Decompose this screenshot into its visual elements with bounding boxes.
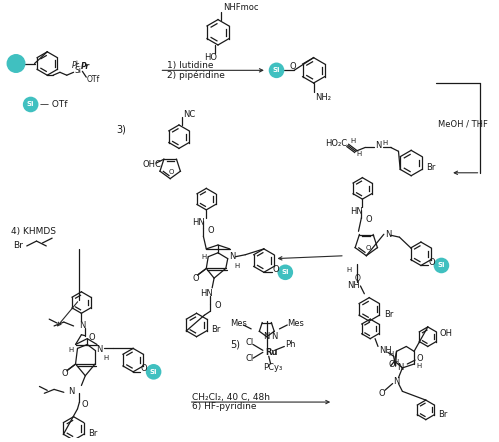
Text: 6) HF-pyridine: 6) HF-pyridine: [192, 403, 256, 412]
Text: O: O: [416, 354, 423, 362]
Text: O: O: [88, 333, 95, 342]
Text: H: H: [382, 140, 387, 145]
Text: Si: Si: [150, 369, 157, 375]
Text: HN: HN: [193, 218, 206, 227]
Text: PCy₃: PCy₃: [263, 363, 282, 373]
Text: Br: Br: [426, 164, 435, 172]
Text: HO₂C: HO₂C: [325, 139, 347, 148]
Text: Mes: Mes: [287, 319, 304, 328]
Text: N: N: [263, 332, 269, 341]
Text: O: O: [365, 215, 372, 224]
Text: HO: HO: [204, 53, 218, 62]
Text: Br: Br: [384, 310, 393, 319]
Text: H: H: [389, 351, 394, 357]
Text: H: H: [202, 254, 207, 260]
Text: Br: Br: [88, 429, 98, 438]
Text: i: i: [75, 60, 77, 65]
Text: — OTf: — OTf: [40, 100, 68, 109]
Text: O: O: [169, 169, 174, 175]
Text: N: N: [229, 252, 235, 261]
Text: Cl: Cl: [246, 354, 253, 362]
Text: H: H: [104, 355, 109, 361]
Text: H: H: [69, 347, 74, 353]
Text: NH: NH: [347, 282, 360, 290]
Text: NC: NC: [183, 110, 195, 119]
Circle shape: [269, 62, 284, 78]
Text: 1) lutidine: 1) lutidine: [167, 61, 214, 70]
Text: OTf: OTf: [86, 75, 99, 84]
Text: H: H: [394, 359, 399, 365]
Text: Ru: Ru: [265, 348, 277, 357]
Text: N: N: [96, 345, 102, 354]
Text: O: O: [62, 369, 68, 378]
Text: NHFmoc: NHFmoc: [223, 4, 258, 12]
Text: O: O: [379, 389, 386, 398]
Text: CH₂Cl₂, 40 C, 48h: CH₂Cl₂, 40 C, 48h: [192, 392, 269, 402]
Text: O: O: [214, 301, 221, 310]
Text: Ph: Ph: [285, 340, 296, 349]
Text: Pr: Pr: [80, 62, 89, 71]
Text: Si: Si: [74, 66, 81, 75]
Text: H: H: [416, 363, 421, 369]
Text: Mes: Mes: [230, 319, 247, 328]
Text: N: N: [398, 363, 404, 373]
Text: H: H: [235, 263, 240, 270]
Text: O: O: [141, 364, 148, 373]
Text: HN: HN: [350, 207, 362, 216]
Text: O: O: [81, 400, 88, 409]
Text: O: O: [429, 258, 435, 267]
Text: O: O: [289, 62, 296, 71]
Text: Si: Si: [273, 67, 280, 73]
Text: HN: HN: [201, 289, 213, 298]
Text: Br: Br: [211, 325, 221, 334]
Text: Br: Br: [13, 241, 23, 251]
Text: Cl: Cl: [246, 338, 253, 347]
Circle shape: [277, 264, 293, 280]
Text: 3): 3): [117, 125, 126, 135]
Text: O: O: [193, 274, 199, 282]
Text: Pr: Pr: [72, 61, 79, 70]
Text: O: O: [366, 245, 371, 251]
Text: N: N: [79, 321, 86, 331]
Circle shape: [23, 97, 38, 112]
Text: Si: Si: [281, 269, 289, 275]
Text: Si: Si: [27, 102, 34, 107]
Text: Si: Si: [438, 263, 445, 268]
Circle shape: [7, 55, 25, 72]
Text: N: N: [270, 332, 277, 341]
Text: Br: Br: [439, 410, 448, 419]
Circle shape: [434, 258, 449, 273]
Circle shape: [146, 364, 161, 380]
Text: 2) pipéridine: 2) pipéridine: [167, 70, 225, 80]
Text: N: N: [385, 230, 391, 239]
Text: NH: NH: [379, 346, 392, 355]
Text: N: N: [393, 377, 399, 386]
Text: N: N: [375, 141, 381, 150]
Text: N: N: [68, 387, 74, 396]
Text: O: O: [389, 359, 395, 369]
Text: OHC: OHC: [142, 160, 161, 168]
Text: H: H: [347, 267, 352, 273]
Text: O: O: [272, 265, 279, 274]
Text: H: H: [357, 151, 362, 157]
Text: O: O: [207, 226, 214, 235]
Text: MeOH / THF: MeOH / THF: [439, 119, 489, 129]
Text: 4) KHMDS: 4) KHMDS: [11, 227, 56, 236]
Text: NH₂: NH₂: [315, 93, 331, 102]
Text: H: H: [351, 137, 356, 144]
Text: OH: OH: [440, 329, 453, 338]
Text: O: O: [355, 274, 360, 282]
Text: 5): 5): [230, 339, 240, 350]
